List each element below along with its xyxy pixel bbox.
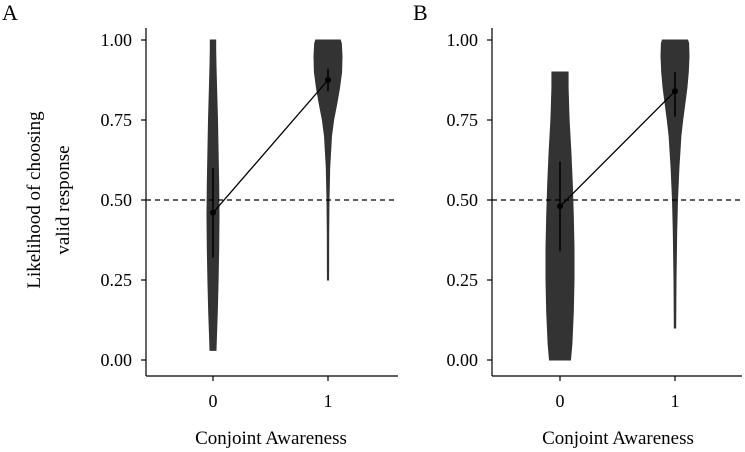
- panel-b-mean-line: [559, 90, 676, 207]
- panel-a: A Likelihood of choosing valid response …: [2, 0, 398, 449]
- panel-a-mean-point-1: [325, 77, 331, 83]
- panel-b-violin-1: [660, 39, 690, 329]
- panel-b-y-tick-label: 1.00: [447, 30, 479, 50]
- panel-b-y-tick-label: 0.25: [447, 270, 479, 290]
- panel-a-label: A: [2, 0, 18, 25]
- panel-b-x-tick-label: 0: [556, 391, 565, 411]
- panel-b-x-tick-label: 1: [671, 391, 680, 411]
- panel-a-mean-line: [212, 79, 329, 214]
- panel-b-mean-point-1: [672, 88, 678, 95]
- panel-a-y-tick-label: 1.00: [101, 30, 133, 50]
- panel-a-y-axis-title-line-2: valid response: [53, 145, 74, 254]
- panel-b-label: B: [413, 0, 428, 25]
- panel-a-violin-1: [313, 39, 343, 281]
- panel-a-y-tick-label: 0.75: [101, 110, 133, 130]
- panel-a-y-tick-label: 0.00: [101, 350, 133, 370]
- panel-a-y-tick-label: 0.50: [101, 190, 133, 210]
- panel-a-y-tick-label: 0.25: [101, 270, 133, 290]
- panel-a-x-axis-title: Conjoint Awareness: [195, 428, 347, 449]
- panel-b-x-axis-title: Conjoint Awareness: [542, 428, 694, 449]
- panel-b-y-tick-label: 0.00: [447, 350, 479, 370]
- panel-b: B Conjoint Awareness 0.00 0.25 0.50 0.75 1.0…: [413, 0, 742, 449]
- panel-a-mean-point-0: [210, 209, 216, 216]
- panel-a-x-tick-label: 1: [324, 391, 333, 411]
- panel-b-mean-point-0: [557, 203, 563, 210]
- panel-a-x-tick-label: 0: [209, 391, 218, 411]
- panel-a-y-axis-title-line-1: Likelihood of choosing: [24, 111, 45, 289]
- panel-b-y-tick-label: 0.50: [447, 190, 479, 210]
- panel-b-y-tick-label: 0.75: [447, 110, 479, 130]
